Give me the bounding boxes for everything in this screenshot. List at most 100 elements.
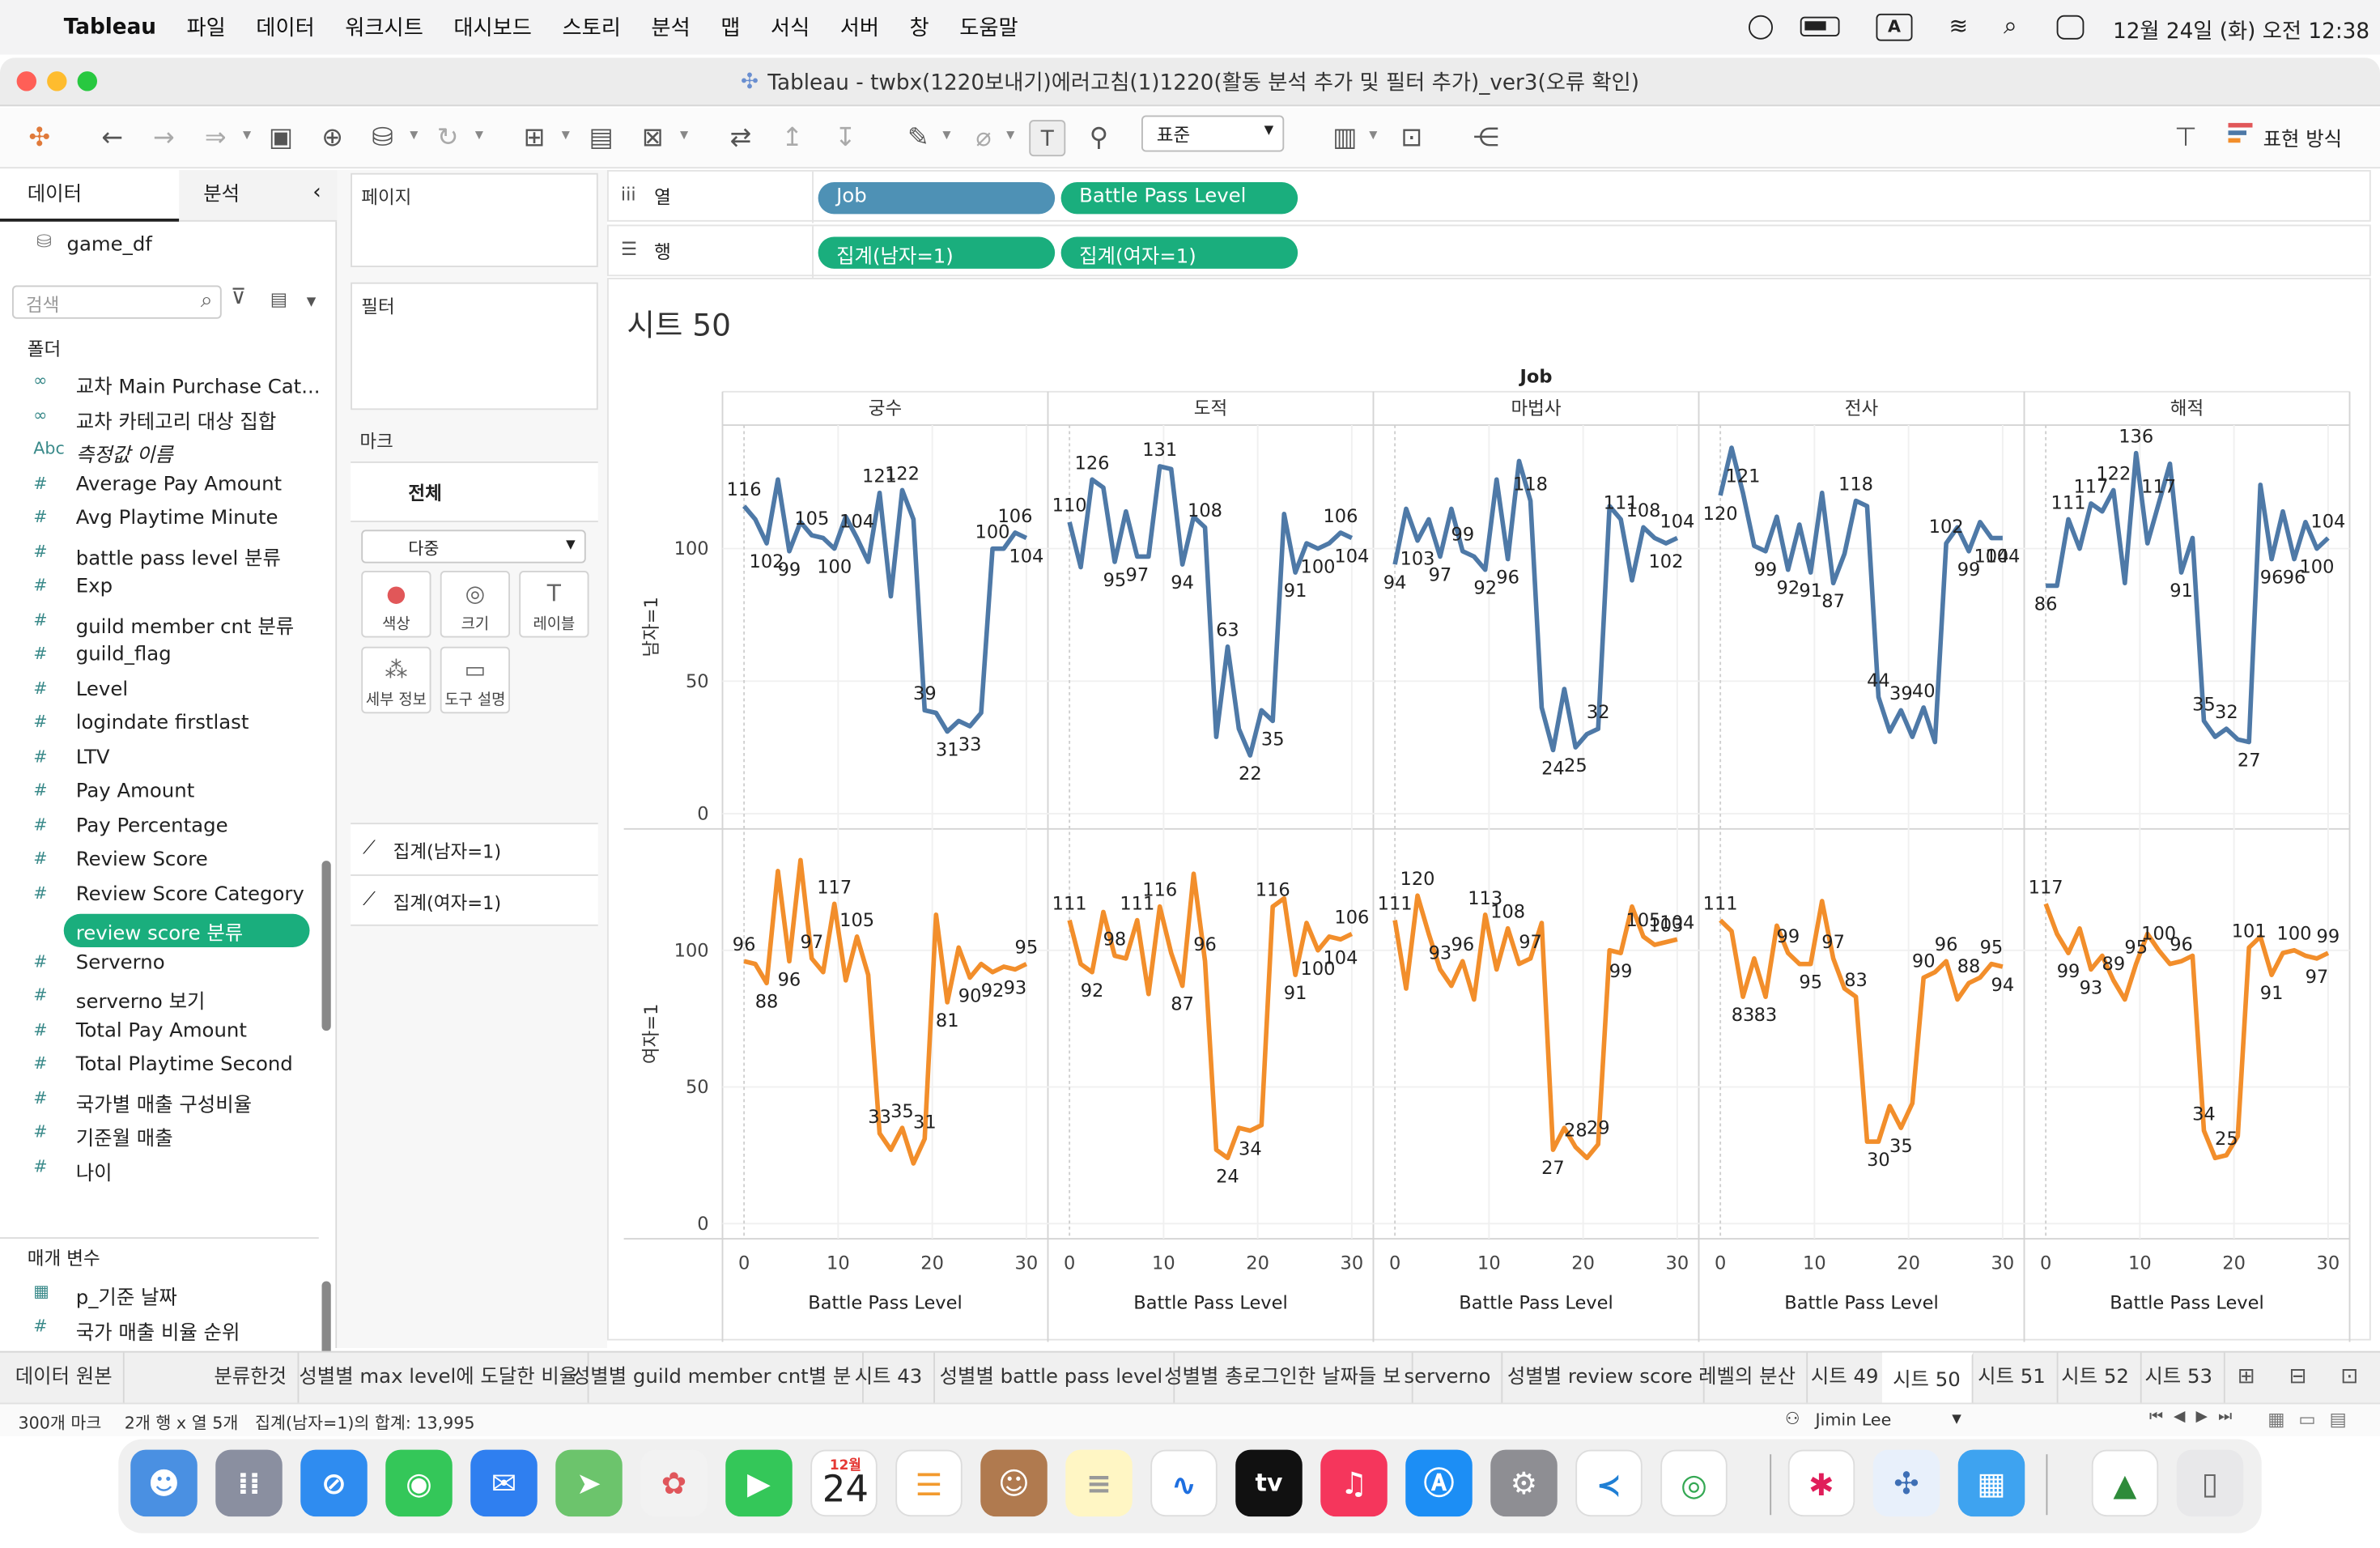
chevron-down-icon[interactable]: ▼ bbox=[1006, 129, 1015, 142]
pill-battle-pass-level[interactable]: Battle Pass Level bbox=[1060, 182, 1298, 215]
menubar-clock[interactable]: 12월 24일 (화) 오전 12:38 bbox=[2113, 19, 2370, 45]
pill-female-sum[interactable]: 집계(여자=1) bbox=[1060, 236, 1298, 269]
series-line[interactable] bbox=[742, 477, 1028, 734]
pill-male-sum[interactable]: 집계(남자=1) bbox=[818, 236, 1056, 269]
format-icon[interactable]: ⊤ bbox=[2174, 122, 2197, 154]
field-item[interactable]: # 기준월 매출 bbox=[0, 1119, 319, 1152]
new-datasource-icon[interactable]: ⊕ bbox=[321, 122, 343, 154]
mail-icon[interactable]: ✉ bbox=[470, 1449, 538, 1517]
menu-format[interactable]: 서식 bbox=[770, 16, 810, 41]
apple-tv-icon[interactable]: tv bbox=[1235, 1449, 1303, 1517]
show-cards-icon[interactable]: ▥ bbox=[1332, 122, 1358, 154]
new-worksheet-tab-icon[interactable]: ⊞ bbox=[2237, 1364, 2255, 1389]
system-settings-icon[interactable]: ⚙ bbox=[1490, 1449, 1558, 1517]
sort-ascending-icon[interactable]: ↥ bbox=[781, 122, 804, 154]
vscode-icon[interactable]: ≺ bbox=[1575, 1449, 1643, 1517]
notes-icon[interactable]: ≡ bbox=[1065, 1449, 1133, 1517]
tooltip-button[interactable]: ▭ 도구 설명 bbox=[440, 646, 510, 714]
series-line[interactable] bbox=[1392, 893, 1678, 1161]
panel-header[interactable]: 해적 bbox=[2170, 398, 2204, 419]
menu-worksheet[interactable]: 워크시트 bbox=[345, 16, 423, 41]
param-scrollbar[interactable] bbox=[321, 1281, 331, 1376]
keynote-icon[interactable]: ▦ bbox=[1957, 1449, 2025, 1517]
filters-card[interactable]: 필터 bbox=[351, 282, 598, 410]
back-icon[interactable]: ← bbox=[101, 122, 124, 154]
new-story-tab-icon[interactable]: ⊡ bbox=[2340, 1364, 2359, 1389]
pin-icon[interactable]: ⚲ bbox=[1089, 122, 1109, 154]
series-line[interactable] bbox=[1067, 871, 1354, 1161]
group-icon[interactable]: ⌀ bbox=[975, 122, 992, 154]
field-item[interactable]: # Review Score bbox=[0, 845, 319, 878]
reminders-icon[interactable]: ☰ bbox=[895, 1449, 963, 1517]
field-item[interactable]: # Review Score Category bbox=[0, 880, 319, 913]
menu-data[interactable]: 데이터 bbox=[256, 16, 315, 41]
user-name[interactable]: Jimin Lee bbox=[1815, 1410, 1892, 1431]
finder-icon[interactable]: ☻ bbox=[130, 1449, 198, 1517]
messages-icon[interactable]: ◉ bbox=[385, 1449, 453, 1517]
field-item[interactable]: ∞ 교차 카테고리 대상 집합 bbox=[0, 402, 319, 435]
screen-record-icon[interactable] bbox=[1749, 15, 1773, 40]
parameter-item[interactable]: # 국가 매출 비율 순위 bbox=[0, 1312, 319, 1346]
chevron-down-icon[interactable]: ▼ bbox=[680, 129, 689, 142]
field-item[interactable]: # Exp bbox=[0, 572, 319, 606]
field-item[interactable]: # Total Playtime Second bbox=[0, 1051, 319, 1084]
rows-shelf[interactable]: ☰ 행 집계(남자=1) 집계(여자=1) bbox=[607, 224, 2371, 279]
minimize-window-button[interactable] bbox=[47, 71, 67, 91]
panel-header[interactable]: 마법사 bbox=[1511, 398, 1561, 419]
app-store-icon[interactable]: Ⓐ bbox=[1405, 1449, 1473, 1517]
battery-icon[interactable] bbox=[1800, 16, 1840, 36]
menu-help[interactable]: 도움말 bbox=[959, 16, 1018, 41]
series-line[interactable] bbox=[1392, 458, 1679, 753]
wifi-icon[interactable]: ≋ bbox=[1949, 12, 1969, 40]
forward-icon[interactable]: → bbox=[153, 122, 175, 154]
sheet-tab[interactable]: serverno bbox=[1393, 1352, 1503, 1405]
maps-icon[interactable]: ➤ bbox=[555, 1449, 623, 1517]
chevron-down-icon[interactable]: ▼ bbox=[474, 129, 483, 142]
fit-select[interactable]: 표준 ▼ bbox=[1141, 115, 1285, 152]
contacts-icon[interactable]: ☺ bbox=[980, 1449, 1048, 1517]
show-me-button[interactable]: 표현 방식 bbox=[2263, 129, 2343, 152]
sheet-tab[interactable]: 성별별 총로그인한 날짜들 보 bbox=[1154, 1352, 1413, 1405]
clear-sheet-icon[interactable]: ⊠ bbox=[641, 122, 664, 154]
photos-icon[interactable]: ✿ bbox=[640, 1449, 708, 1517]
series-line[interactable] bbox=[1718, 445, 2003, 745]
sheet-tab[interactable]: 성별별 review score bbox=[1497, 1352, 1705, 1405]
highlight-icon[interactable]: ✎ bbox=[907, 122, 929, 154]
mark-type-select[interactable]: 다중 ▼ bbox=[361, 529, 586, 563]
sheet-tab[interactable]: 시트 52 bbox=[2051, 1352, 2141, 1405]
field-item[interactable]: # 나이 bbox=[0, 1153, 319, 1186]
redo-icon[interactable]: ⇒ bbox=[204, 122, 227, 154]
chevron-down-icon[interactable]: ▼ bbox=[243, 129, 252, 142]
field-item[interactable]: # 국가별 매출 구성비율 bbox=[0, 1085, 319, 1118]
panel-header[interactable]: 도적 bbox=[1194, 398, 1227, 419]
sort-descending-icon[interactable]: ↧ bbox=[835, 122, 856, 154]
freeform-icon[interactable]: ∿ bbox=[1150, 1449, 1218, 1517]
field-item[interactable]: # serverno 보기 bbox=[0, 982, 319, 1015]
field-item[interactable]: # battle pass level 분류 bbox=[0, 538, 319, 572]
calendar-icon[interactable]: 12월 24 bbox=[810, 1449, 878, 1517]
app-menu[interactable]: Tableau bbox=[63, 15, 156, 40]
field-item[interactable]: # logindate firstlast bbox=[0, 709, 319, 742]
datasource-name[interactable]: game_df bbox=[66, 233, 152, 257]
menu-window[interactable]: 창 bbox=[909, 16, 929, 41]
sheet-tab[interactable]: 시트 49 bbox=[1800, 1352, 1891, 1405]
sheet-nav-icons[interactable]: ⏮◀▶⏭ bbox=[2149, 1409, 2243, 1426]
pill-job[interactable]: Job bbox=[818, 182, 1056, 215]
series-line[interactable] bbox=[1067, 464, 1354, 758]
music-icon[interactable]: ♫ bbox=[1320, 1449, 1388, 1517]
field-item[interactable]: # guild member cnt 분류 bbox=[0, 606, 319, 640]
field-item[interactable]: # guild_flag bbox=[0, 640, 319, 674]
columns-shelf[interactable]: iii 열 Job Battle Pass Level bbox=[607, 170, 2371, 223]
field-item[interactable]: # Avg Playtime Minute bbox=[0, 504, 319, 538]
facetime-icon[interactable]: ▶ bbox=[725, 1449, 793, 1517]
menu-story[interactable]: 스토리 bbox=[562, 16, 621, 41]
swap-rows-columns-icon[interactable]: ⇄ bbox=[729, 122, 752, 154]
safari-icon[interactable]: ⊘ bbox=[300, 1449, 368, 1517]
sheet-tab[interactable]: 성별별 battle pass level bbox=[929, 1352, 1175, 1405]
tableau-logo-icon[interactable]: ✣ bbox=[28, 122, 51, 154]
tab-analysis[interactable]: 분석 bbox=[179, 170, 338, 222]
new-worksheet-icon[interactable]: ⊞ bbox=[523, 122, 546, 154]
input-source-icon[interactable]: A bbox=[1876, 13, 1913, 41]
view-toggle-icons[interactable]: ▦▭▤ bbox=[2267, 1409, 2361, 1431]
